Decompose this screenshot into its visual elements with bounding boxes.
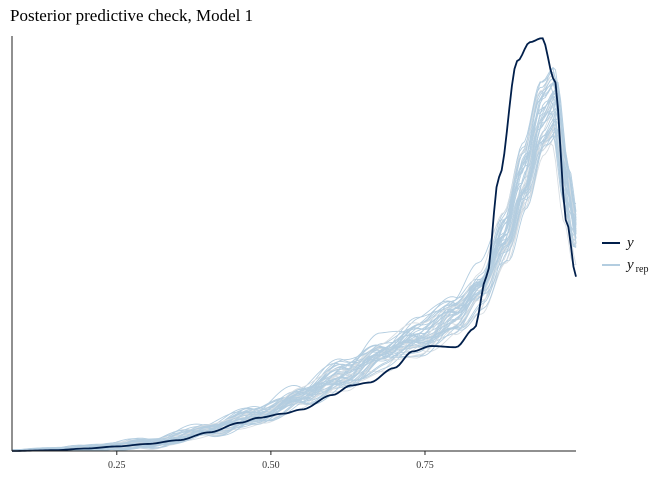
x-tick-label: 0.50 <box>262 460 280 471</box>
legend-label-y: y <box>625 235 634 251</box>
legend: y y rep <box>602 235 648 275</box>
yrep-draw-line <box>11 110 577 452</box>
yrep-density-lines <box>11 66 577 452</box>
legend-label-yrep: y rep <box>625 257 648 275</box>
x-tick-label: 0.75 <box>416 460 434 471</box>
y-density-line <box>11 37 577 452</box>
x-tick-label: 0.25 <box>108 460 126 471</box>
x-axis-ticks: 0.25 0.50 0.75 <box>108 451 434 471</box>
chart-title: Posterior predictive check, Model 1 <box>10 6 253 25</box>
y-series-line <box>11 37 577 452</box>
